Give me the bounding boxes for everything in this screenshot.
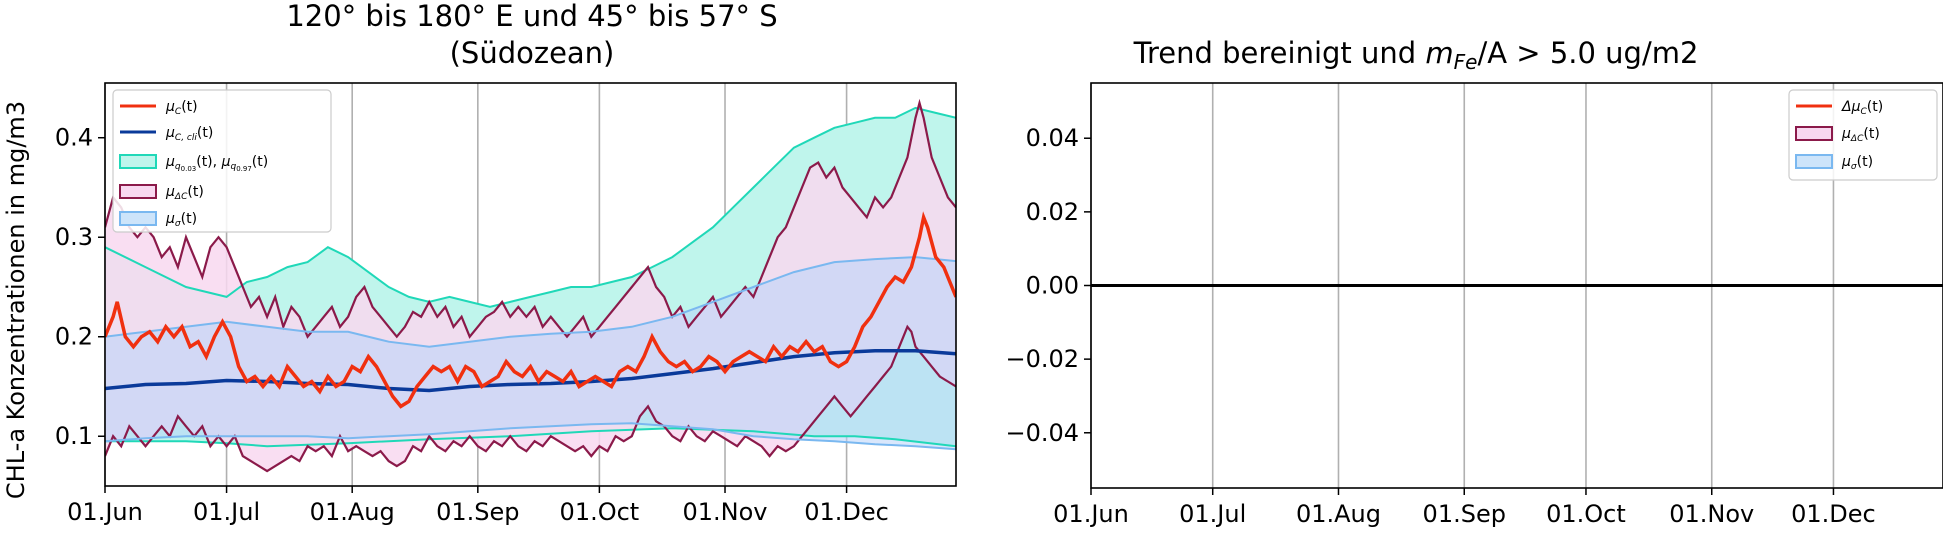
y-tick-label: 0.04	[1026, 124, 1079, 152]
right-legend-entry-mu-sigma: μσ(t)	[1795, 154, 1873, 172]
x-tick-label: 01.Jul	[193, 498, 260, 526]
x-tick-label: 01.Aug	[1296, 500, 1381, 528]
left-chart: 120° bis 180° E und 45° bis 57° S (Südoz…	[2, 0, 957, 526]
left-title-line2: (Südozean)	[450, 36, 615, 70]
y-tick-label: 0.2	[55, 323, 93, 351]
quantile-lower-line	[105, 427, 956, 448]
legend-swatch	[119, 184, 157, 199]
x-tick-label: 01.Nov	[683, 498, 768, 526]
left-legend-box	[112, 89, 332, 233]
left-plot-frame	[104, 82, 957, 487]
x-tick-label: 01.Nov	[1669, 500, 1754, 528]
legend-swatch	[119, 211, 157, 226]
x-tick-label: 01.Dec	[1791, 500, 1876, 528]
left-legend-entry-mu-c-cli: μC, cli(t)	[120, 125, 213, 143]
legend-label: μC(t)	[165, 99, 198, 117]
legend-swatch	[1795, 126, 1833, 141]
y-tick-label: 0.00	[1026, 272, 1079, 300]
x-tick-label: 01.Sep	[436, 498, 519, 526]
x-tick-label: 01.Jul	[1179, 500, 1246, 528]
x-tick-label: 01.Aug	[310, 498, 395, 526]
right-legend-entry-delta-mu-c: ΔμC(t)	[1796, 99, 1883, 117]
y-tick-label: 0.02	[1026, 198, 1079, 226]
delta-upper-line	[105, 98, 956, 339]
x-tick-label: 01.Oct	[1546, 500, 1626, 528]
legend-label: μΔC(t)	[165, 184, 204, 202]
left-legend-entry-mu-sigma: μσ(t)	[119, 211, 197, 229]
quantile-upper-line	[105, 106, 956, 308]
right-legend-entry-mu-delta-c: μΔC(t)	[1795, 126, 1880, 144]
legend-label: μσ(t)	[1841, 154, 1873, 172]
x-tick-label: 01.Jun	[1053, 500, 1129, 528]
left-y-ticks: 0.1 0.2 0.3 0.4	[55, 124, 105, 450]
left-legend-entry-quantiles: μq0.03(t), μq0.97(t)	[119, 154, 268, 173]
left-legend-entry-mu-delta-c: μΔC(t)	[119, 184, 204, 202]
y-tick-label: −0.02	[1005, 345, 1079, 373]
x-tick-label: 01.Dec	[804, 498, 889, 526]
right-x-ticks: 01.Jun 01.Jul 01.Aug 01.Sep 01.Oct 01.Nov 01.D…	[1053, 488, 1876, 528]
y-tick-label: −0.04	[1005, 419, 1079, 447]
delta-lower-line	[105, 324, 956, 473]
right-chart: Trend bereinigt und mFe/A > 5.0 ug/m2 01…	[1005, 36, 1943, 528]
x-tick-label: 01.Oct	[560, 498, 640, 526]
sigma-upper-line	[105, 256, 956, 348]
legend-label: μΔC(t)	[1841, 126, 1880, 144]
legend-swatch	[119, 154, 157, 169]
legend-label: μC, cli(t)	[165, 125, 213, 143]
y-tick-label: 0.4	[55, 124, 93, 152]
y-tick-label: 0.3	[55, 223, 93, 251]
sigma-band	[105, 257, 956, 450]
legend-label: ΔμC(t)	[1841, 99, 1883, 117]
left-title-line1: 120° bis 180° E und 45° bis 57° S	[286, 0, 777, 33]
right-y-ticks: 0.04 0.02 0.00 −0.02 −0.04	[1005, 124, 1091, 447]
left-legend: μC(t) μC, cli(t) μq0.03(t), μq0.97(t) μΔ…	[112, 89, 332, 233]
x-tick-label: 01.Sep	[1423, 500, 1506, 528]
mu-c-line	[105, 211, 956, 409]
legend-label: μσ(t)	[165, 211, 197, 229]
left-legend-entry-mu-c: μC(t)	[120, 99, 198, 117]
sigma-lower-line	[105, 422, 956, 451]
legend-swatch	[1795, 154, 1833, 169]
left-x-ticks: 01.Jun 01.Jul 01.Aug 01.Sep 01.Oct 01.Nov 01.D…	[67, 486, 889, 526]
legend-label: μq0.03(t), μq0.97(t)	[165, 154, 268, 173]
right-title: Trend bereinigt und mFe/A > 5.0 ug/m2	[1133, 36, 1699, 74]
x-tick-label: 01.Jun	[67, 498, 143, 526]
y-tick-label: 0.1	[55, 422, 93, 450]
right-legend: ΔμC(t) μΔC(t) μσ(t)	[1788, 89, 1938, 181]
left-y-axis-label: CHL-a Konzentrationen in mg/m3	[2, 101, 30, 499]
